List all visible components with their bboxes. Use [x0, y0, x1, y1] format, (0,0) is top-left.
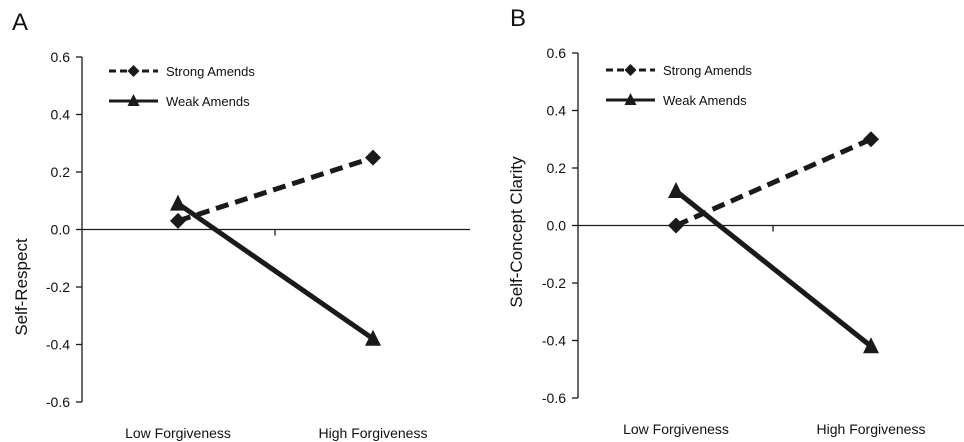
- panel-b-line-weak-amends: [674, 189, 873, 349]
- panel-b-y-tick-label-1: 0.4: [547, 103, 567, 119]
- panel-a: A Self-Respect Low Forgiveness High Forg…: [12, 9, 470, 441]
- panel-b-y-tick-label-2: 0.2: [547, 160, 567, 176]
- panel-a-y-tick-label-6: -0.6: [46, 394, 70, 410]
- panel-a-y-tick-label-2: 0.2: [51, 164, 71, 180]
- panel-a-legend-marker-weak-amends: [127, 94, 140, 106]
- panel-b-x-category-high: High Forgiveness: [817, 421, 926, 437]
- panel-b-line-strong-amends: [674, 136, 873, 228]
- panel-b-point-weak-low: [668, 182, 684, 198]
- panel-a-y-tick-label-4: -0.2: [46, 279, 70, 295]
- panel-b: B Self-Concept Clarity Low Forgiveness H…: [507, 5, 964, 437]
- panel-b-legend-strong-amends: Strong Amends: [663, 63, 752, 78]
- panel-b-y-tick-label-6: -0.6: [542, 390, 566, 406]
- panel-b-point-strong-low: [668, 217, 684, 234]
- panel-b-legend-marker-strong-amends: [624, 64, 637, 76]
- panel-a-y-tick-label-0: 0.6: [51, 49, 71, 65]
- panel-b-y-axis-label: Self-Concept Clarity: [507, 156, 526, 308]
- panel-b-x-category-low: Low Forgiveness: [623, 421, 729, 437]
- panel-a-y-tick-label-1: 0.4: [51, 107, 71, 123]
- panel-a-point-strong-high: [365, 149, 381, 166]
- panel-a-point-weak-low: [170, 194, 186, 211]
- panel-a-y-axis-label: Self-Respect: [12, 238, 31, 336]
- panel-a-y-tick-label-3: 0.0: [51, 222, 71, 238]
- panel-a-legend-weak-amends: Weak Amends: [166, 94, 250, 109]
- panel-a-line-strong-amends: [177, 155, 374, 224]
- panel-b-y-tick-label-0: 0.6: [547, 45, 567, 61]
- panel-b-legend-marker-weak-amends: [624, 93, 637, 105]
- panel-a-legend-strong-amends: Strong Amends: [166, 64, 255, 79]
- panel-b-point-strong-high: [863, 131, 879, 148]
- panel-a-x-category-low: Low Forgiveness: [125, 425, 231, 441]
- panel-a-legend-marker-strong-amends: [127, 65, 140, 77]
- panel-a-label: A: [12, 9, 28, 36]
- panel-a-x-category-high: High Forgiveness: [319, 425, 428, 441]
- panel-a-line-weak-amends: [176, 201, 375, 341]
- panel-a-y-tick-label-5: -0.4: [46, 337, 70, 353]
- panel-b-label: B: [510, 5, 526, 32]
- panel-a-point-strong-low: [170, 212, 186, 229]
- panel-a-point-weak-high: [365, 329, 381, 346]
- panel-b-y-tick-label-4: -0.2: [542, 275, 566, 291]
- panel-b-point-weak-high: [863, 337, 879, 354]
- panel-b-legend-weak-amends: Weak Amends: [663, 93, 747, 108]
- panel-b-y-tick-label-3: 0.0: [547, 218, 567, 234]
- panel-b-y-tick-label-5: -0.4: [542, 333, 566, 349]
